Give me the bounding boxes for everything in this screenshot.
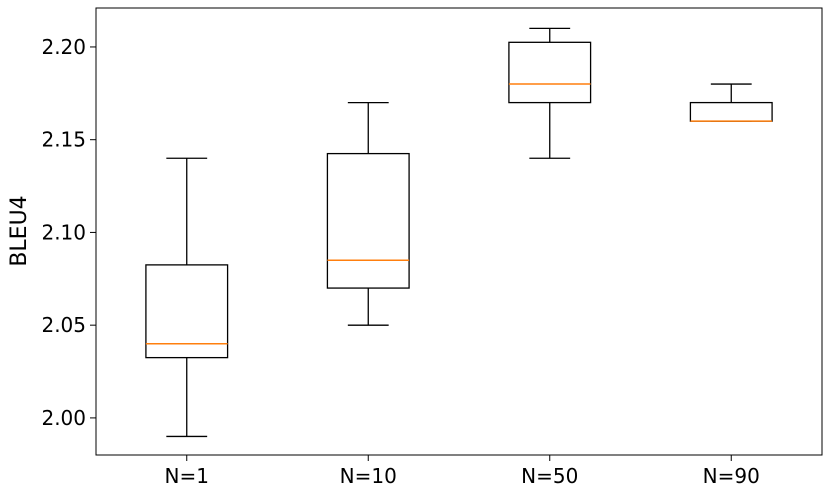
iqr-box (326, 152, 410, 289)
box-series (145, 27, 773, 438)
iqr-box (689, 101, 773, 122)
plot-frame (95, 7, 823, 456)
x-tick-label: N=90 (703, 464, 760, 488)
x-tick-label: N=50 (521, 464, 578, 488)
x-tick-label: N=1 (165, 464, 209, 488)
y-axis-label: BLEU4 (7, 195, 32, 266)
iqr-box (508, 41, 592, 104)
iqr-box (145, 264, 229, 359)
y-tick-label: 2.15 (41, 128, 86, 152)
y-tick-label: 2.10 (41, 220, 86, 244)
y-tick-label: 2.20 (41, 35, 86, 59)
y-tick-label: 2.05 (41, 313, 86, 337)
x-axis-ticks: N=1 N=10 N=50 N=90 (165, 455, 760, 488)
box-n-50 (508, 27, 592, 159)
box-n-10 (326, 101, 410, 326)
y-axis-ticks: 2.00 2.05 2.10 2.15 2.20 (41, 35, 96, 430)
x-tick-label: N=10 (340, 464, 397, 488)
y-tick-label: 2.00 (41, 406, 86, 430)
box-n-90 (689, 83, 773, 122)
box-n-1 (145, 157, 229, 438)
